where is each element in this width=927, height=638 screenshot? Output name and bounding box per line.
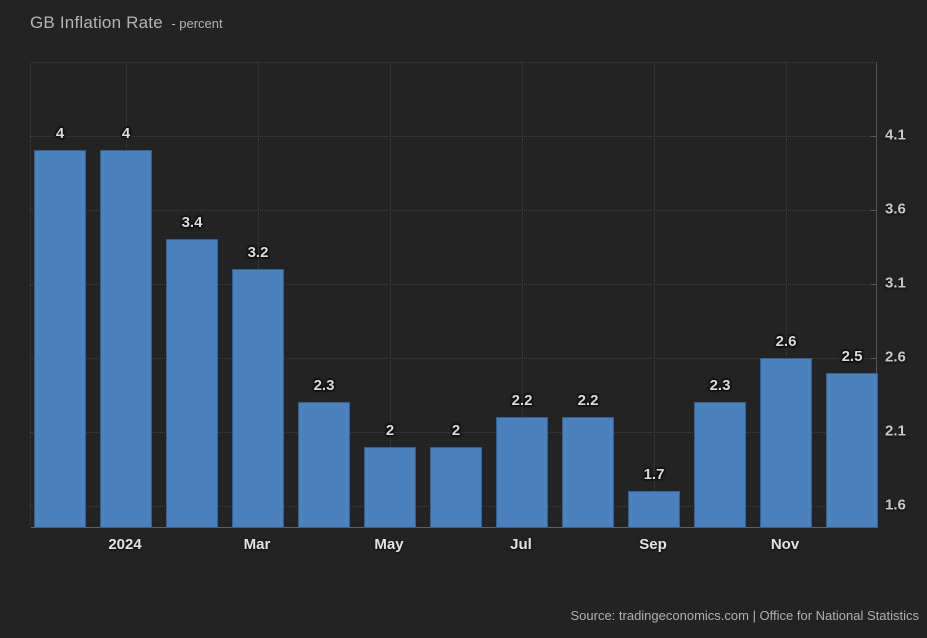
bar-value-label: 3.2 xyxy=(247,243,269,261)
y-tick-mark xyxy=(871,283,877,285)
bar[interactable] xyxy=(232,268,284,528)
y-tick-label: 4.1 xyxy=(885,126,906,144)
bar[interactable] xyxy=(166,239,218,528)
bar[interactable] xyxy=(430,446,482,528)
gridline-vertical xyxy=(390,63,391,527)
bar[interactable] xyxy=(694,402,746,528)
bar-value-label: 2.3 xyxy=(709,377,731,395)
bar[interactable] xyxy=(34,150,86,528)
bar-value-label: 2.6 xyxy=(775,332,797,350)
bar-value-label: 2.2 xyxy=(511,391,533,409)
x-tick-label: Sep xyxy=(639,536,667,553)
gridline-horizontal xyxy=(31,357,877,359)
bar-value-label: 3.4 xyxy=(181,214,203,232)
y-tick-label: 3.1 xyxy=(885,274,906,292)
bar[interactable] xyxy=(628,490,680,528)
x-tick-label: Nov xyxy=(770,536,800,553)
gridline-horizontal xyxy=(31,431,877,433)
bar-value-label: 4 xyxy=(55,125,65,143)
bar[interactable] xyxy=(100,150,152,528)
plot-area: 4 4 3.4 3.2 2.3 2 2 2.2 2.2 1.7 2.3 2.6 2.5 xyxy=(30,62,878,528)
bar-value-label: 2.2 xyxy=(577,391,599,409)
y-tick-label: 2.1 xyxy=(885,422,906,440)
bar-value-label: 2 xyxy=(451,421,461,439)
chart-title: GB Inflation Rate xyxy=(30,13,163,32)
bar[interactable] xyxy=(826,372,878,528)
bar-value-label: 2.5 xyxy=(841,347,863,365)
bar-value-label: 2.3 xyxy=(313,377,335,395)
gridline-vertical xyxy=(786,63,787,527)
bar-value-label: 1.7 xyxy=(643,465,665,483)
bar-value-label: 2 xyxy=(385,421,395,439)
bar[interactable] xyxy=(298,402,350,528)
bar[interactable] xyxy=(760,357,812,528)
y-tick-label: 2.6 xyxy=(885,348,906,366)
gridline-vertical xyxy=(654,63,655,527)
gridline-horizontal xyxy=(31,135,877,137)
x-tick-label: Jul xyxy=(510,536,532,553)
gridline-vertical xyxy=(522,63,523,527)
bar[interactable] xyxy=(562,416,614,528)
y-tick-mark xyxy=(871,357,877,359)
y-tick-mark xyxy=(871,209,877,211)
x-tick-label: Mar xyxy=(243,536,271,553)
chart-subtitle: - percent xyxy=(171,16,223,31)
y-axis-line xyxy=(876,63,877,527)
source-attribution: Source: tradingeconomics.com | Office fo… xyxy=(570,608,919,623)
x-tick-label: 2024 xyxy=(108,536,142,553)
bar[interactable] xyxy=(496,416,548,528)
y-tick-mark xyxy=(871,135,877,137)
bar[interactable] xyxy=(364,446,416,528)
y-tick-label: 1.6 xyxy=(885,496,906,514)
bar-value-label: 4 xyxy=(121,125,131,143)
y-tick-label: 3.6 xyxy=(885,200,906,218)
x-tick-label: May xyxy=(374,536,404,553)
gridline-horizontal xyxy=(31,283,877,285)
chart-header: GB Inflation Rate - percent xyxy=(30,13,223,33)
gridline-horizontal xyxy=(31,209,877,211)
